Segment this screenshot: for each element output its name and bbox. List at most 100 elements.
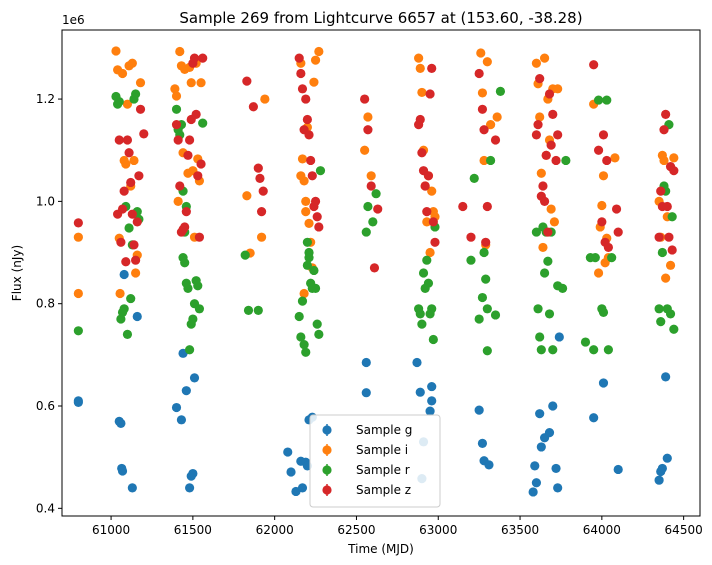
data-point xyxy=(544,89,555,99)
data-point xyxy=(309,77,319,87)
data-point xyxy=(656,186,666,196)
x-axis-label: Time (MJD) xyxy=(347,542,414,556)
data-point xyxy=(479,155,489,166)
data-point xyxy=(312,212,322,222)
y-tick-label: 0.6 xyxy=(36,399,55,413)
data-point xyxy=(117,466,128,476)
data-point xyxy=(173,135,183,145)
data-point xyxy=(535,409,545,419)
data-point xyxy=(366,181,376,191)
data-point xyxy=(589,345,599,355)
data-point xyxy=(111,46,121,56)
data-point xyxy=(304,130,314,140)
data-point xyxy=(466,255,476,265)
data-point xyxy=(297,154,308,164)
data-point xyxy=(669,153,679,163)
data-point xyxy=(539,268,550,278)
data-point xyxy=(299,288,309,299)
data-point xyxy=(474,405,484,415)
data-point xyxy=(302,237,312,247)
data-point xyxy=(533,304,543,314)
data-point xyxy=(73,232,83,242)
data-point xyxy=(664,232,674,242)
data-point xyxy=(425,406,435,416)
series-sample-z xyxy=(73,53,679,273)
data-point xyxy=(551,463,561,474)
data-point xyxy=(549,217,560,227)
data-point xyxy=(198,53,208,63)
x-tick-label: 62000 xyxy=(256,523,294,537)
data-point xyxy=(528,487,538,497)
data-point xyxy=(414,53,424,63)
data-point xyxy=(589,60,599,70)
data-point xyxy=(531,58,542,68)
data-point xyxy=(175,46,185,57)
data-point xyxy=(186,78,196,88)
data-point xyxy=(484,460,494,470)
data-point xyxy=(662,453,672,463)
data-point xyxy=(183,150,193,160)
data-point xyxy=(597,200,607,211)
data-point xyxy=(656,317,666,327)
data-point xyxy=(415,309,425,319)
data-point xyxy=(590,253,600,263)
data-point xyxy=(256,207,267,217)
data-point xyxy=(420,181,430,191)
data-point xyxy=(536,345,546,355)
data-point xyxy=(477,438,488,448)
data-point xyxy=(119,269,129,280)
data-point xyxy=(603,242,613,253)
data-point xyxy=(423,171,434,181)
data-point xyxy=(173,196,183,206)
data-point xyxy=(553,483,563,493)
data-point xyxy=(667,245,677,255)
data-point xyxy=(602,95,612,105)
data-point xyxy=(253,163,263,173)
data-point xyxy=(538,181,548,191)
data-point xyxy=(309,265,319,276)
data-point xyxy=(486,120,496,130)
data-point xyxy=(490,310,501,320)
data-point xyxy=(185,483,195,493)
data-point xyxy=(593,145,604,155)
data-point xyxy=(171,120,182,130)
data-point xyxy=(417,319,427,329)
data-point xyxy=(474,68,484,79)
data-point xyxy=(482,304,492,314)
data-point xyxy=(256,232,267,242)
data-point xyxy=(286,467,296,477)
data-point xyxy=(180,222,190,232)
data-point xyxy=(495,86,506,96)
data-point xyxy=(481,274,491,284)
data-point xyxy=(185,345,195,355)
x-tick-label: 63500 xyxy=(501,523,539,537)
data-point xyxy=(114,97,124,107)
data-point xyxy=(127,483,137,493)
data-point xyxy=(482,346,492,356)
y-tick-label: 0.4 xyxy=(36,501,55,515)
data-point xyxy=(477,104,488,114)
data-point xyxy=(242,76,252,86)
data-point xyxy=(294,53,304,63)
data-point xyxy=(474,314,484,324)
data-point xyxy=(310,283,321,293)
legend-label: Sample z xyxy=(356,483,411,497)
data-point xyxy=(371,189,381,199)
legend-marker xyxy=(322,445,332,455)
data-point xyxy=(661,372,671,382)
data-point xyxy=(73,397,83,408)
data-point xyxy=(301,207,311,217)
data-point xyxy=(117,204,128,214)
data-point xyxy=(530,461,540,471)
data-point xyxy=(477,88,488,98)
data-point xyxy=(557,283,568,293)
data-point xyxy=(427,304,437,314)
data-point xyxy=(126,177,136,188)
data-point xyxy=(661,273,671,283)
data-point xyxy=(543,227,553,237)
data-point xyxy=(307,171,317,181)
data-point xyxy=(366,171,376,181)
data-point xyxy=(428,334,438,345)
data-point xyxy=(561,155,571,166)
data-point xyxy=(531,478,542,488)
